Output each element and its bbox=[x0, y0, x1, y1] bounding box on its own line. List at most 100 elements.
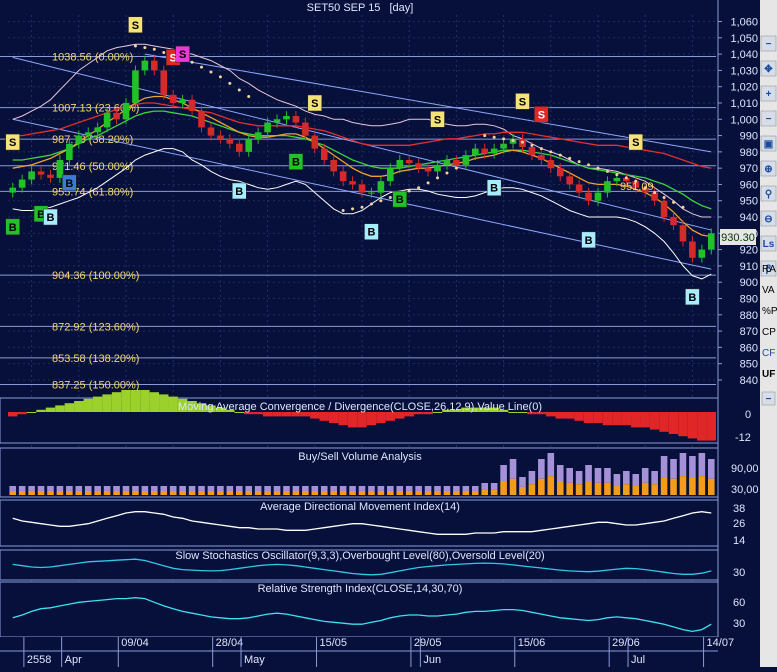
signal-label: S bbox=[434, 114, 441, 126]
pan-button[interactable] bbox=[760, 60, 777, 77]
signal-marker[interactable] bbox=[43, 208, 58, 226]
sar-dot bbox=[162, 50, 166, 54]
signal-marker[interactable] bbox=[5, 218, 20, 236]
candle-body bbox=[122, 102, 130, 120]
candle-body bbox=[292, 116, 300, 123]
volume-bar-sell bbox=[132, 486, 139, 491]
minus-lower-button[interactable] bbox=[761, 391, 776, 406]
sar-dot bbox=[549, 150, 553, 154]
signal-marker[interactable] bbox=[128, 16, 143, 34]
signal-marker[interactable] bbox=[534, 106, 549, 123]
candle-body bbox=[585, 192, 592, 201]
signal-marker[interactable] bbox=[175, 45, 190, 63]
signal-marker[interactable] bbox=[232, 182, 247, 200]
signal-marker[interactable] bbox=[515, 93, 530, 110]
signal-marker[interactable] bbox=[307, 94, 323, 112]
price-tick-label: 990 bbox=[740, 131, 758, 143]
volume-bar-sell bbox=[471, 486, 479, 491]
macd-bar bbox=[489, 407, 499, 412]
volume-bar-sell bbox=[84, 486, 92, 491]
time-axis-label: 15/05 bbox=[320, 637, 348, 649]
signal-label: B bbox=[235, 186, 243, 198]
volume-bar-buy bbox=[302, 490, 309, 495]
price-tick-label: 840 bbox=[740, 375, 758, 387]
signal-marker[interactable] bbox=[486, 179, 502, 196]
rsi-tick-1: 30 bbox=[733, 618, 745, 630]
macd-bar bbox=[225, 409, 235, 412]
signal-marker[interactable] bbox=[62, 174, 77, 192]
time-axis-background bbox=[0, 637, 718, 667]
candle-body bbox=[254, 132, 262, 139]
sar-dot bbox=[247, 94, 251, 98]
volume-bar-buy bbox=[660, 477, 668, 495]
volume-bar-sell bbox=[66, 486, 73, 491]
zoom-glass-button[interactable] bbox=[760, 160, 777, 177]
unzoom-button[interactable] bbox=[760, 210, 777, 227]
macd-bar bbox=[74, 401, 84, 412]
volume-bar-sell bbox=[245, 486, 253, 491]
sar-dot bbox=[228, 81, 232, 85]
zoom-out-button[interactable] bbox=[760, 110, 777, 127]
signal-marker[interactable] bbox=[628, 133, 644, 151]
rsi-line bbox=[12, 597, 712, 633]
price-tick-label: 1,010 bbox=[730, 98, 758, 110]
signal-marker[interactable] bbox=[392, 190, 408, 208]
panel-frame bbox=[0, 549, 719, 581]
signal-label: B bbox=[688, 292, 696, 304]
box-button[interactable] bbox=[760, 135, 777, 152]
beta-button[interactable] bbox=[760, 260, 777, 277]
macd-bar bbox=[612, 412, 622, 426]
sar-dot bbox=[417, 186, 421, 190]
signal-marker[interactable] bbox=[430, 111, 445, 128]
adx-tick-2: 14 bbox=[733, 535, 745, 547]
macd-bar bbox=[357, 412, 367, 428]
volume-bar-buy bbox=[179, 490, 186, 495]
sar-dot bbox=[615, 173, 619, 177]
candle-body bbox=[37, 171, 45, 175]
price-tick-label: 940 bbox=[740, 212, 758, 224]
candle-body bbox=[113, 112, 120, 120]
ls-button[interactable] bbox=[760, 235, 777, 252]
candle-body bbox=[679, 225, 687, 242]
toolbar-label-cf[interactable]: CF bbox=[762, 348, 775, 359]
time-axis-label: 29/05 bbox=[414, 637, 442, 649]
zoom-in-button[interactable] bbox=[760, 85, 777, 102]
bollinger-upper bbox=[12, 43, 712, 218]
candle-body bbox=[103, 112, 111, 128]
signal-marker[interactable] bbox=[581, 231, 596, 249]
price-tick-label: 860 bbox=[740, 342, 758, 354]
signal-marker[interactable] bbox=[5, 133, 20, 151]
volume-bar-buy bbox=[217, 490, 224, 495]
toolbar-label-va[interactable]: VA bbox=[762, 285, 775, 296]
search-button[interactable] bbox=[760, 185, 777, 202]
volume-bar-buy bbox=[254, 490, 262, 495]
rsi-tick-0: 60 bbox=[733, 597, 745, 609]
indicator-panels bbox=[0, 390, 719, 638]
toolbar-label-cp[interactable]: CP bbox=[762, 327, 776, 338]
toolbar-label-ra[interactable]: RA bbox=[762, 264, 776, 275]
toolbar-label-uf[interactable]: UF bbox=[762, 369, 775, 380]
volume-bar-sell bbox=[377, 486, 385, 491]
price-tick-label: 920 bbox=[740, 245, 758, 257]
signal-marker[interactable] bbox=[288, 153, 304, 170]
candle-body bbox=[198, 111, 205, 128]
volume-bar-buy bbox=[613, 485, 621, 495]
toolbar-label-pctp[interactable]: %P bbox=[762, 306, 777, 317]
candle-body bbox=[368, 192, 375, 194]
price-tick-label: 880 bbox=[740, 310, 758, 322]
minus-button[interactable] bbox=[760, 35, 777, 52]
candle-body bbox=[151, 60, 158, 71]
signal-marker[interactable] bbox=[364, 223, 379, 240]
sar-dot bbox=[454, 166, 458, 170]
volume-bar-sell bbox=[594, 468, 602, 483]
candle-body bbox=[471, 148, 479, 156]
volume-bar-buy bbox=[556, 481, 564, 495]
candle-body bbox=[415, 163, 422, 169]
volume-bar-buy bbox=[198, 490, 205, 495]
signal-marker[interactable] bbox=[685, 288, 700, 306]
macd-bar bbox=[55, 405, 65, 412]
volume-bar-buy bbox=[538, 478, 545, 495]
volume-bar-buy bbox=[273, 490, 281, 495]
